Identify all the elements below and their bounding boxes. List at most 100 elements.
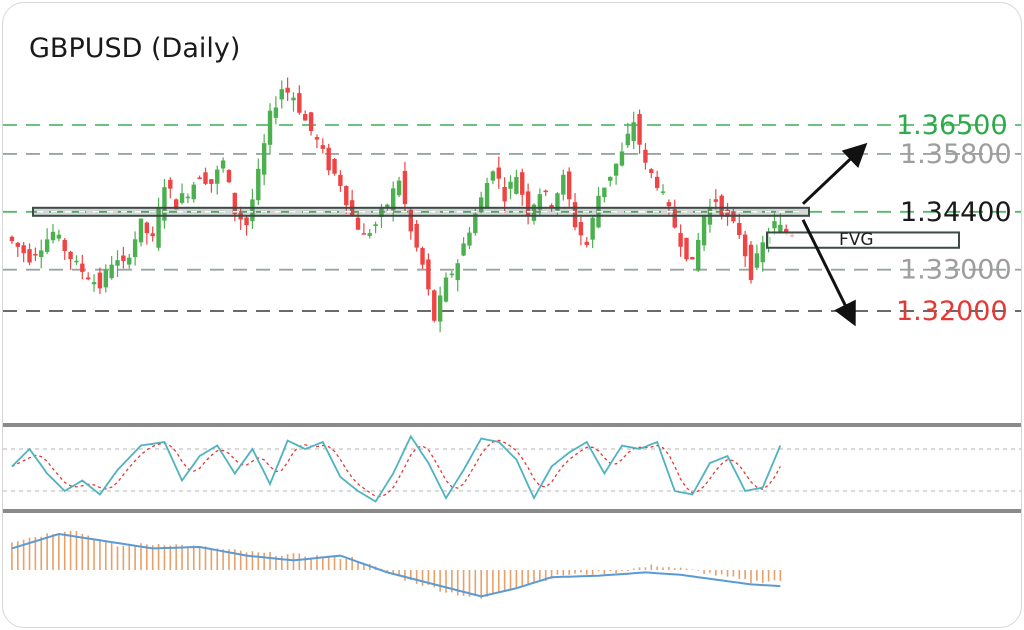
candle-body [267, 110, 273, 145]
candle-body [760, 242, 765, 263]
candle [109, 256, 114, 280]
candle-body [742, 234, 748, 257]
candle [338, 170, 343, 192]
candle-body [80, 263, 85, 272]
candle-body [396, 180, 402, 196]
stochastic-panel [3, 434, 1021, 503]
macd-line [11, 532, 781, 598]
candle-body [191, 184, 196, 200]
candle-body [50, 231, 56, 241]
candle [508, 175, 513, 200]
candle [437, 286, 443, 333]
candle [209, 179, 214, 193]
candle-body [660, 191, 666, 193]
candle [455, 259, 460, 292]
panel-separator-1 [3, 423, 1021, 427]
candle [484, 177, 490, 209]
candle [85, 272, 91, 281]
candle-body [326, 147, 331, 171]
candle [285, 77, 290, 101]
candle [15, 241, 20, 258]
candle [443, 272, 449, 303]
candle [561, 169, 566, 201]
candle-body [772, 221, 777, 229]
candle-body [666, 202, 672, 207]
candle-body [308, 112, 314, 132]
candle-body [625, 133, 631, 146]
level-lines [3, 124, 1021, 312]
candle [584, 236, 589, 248]
candle-body [672, 209, 677, 228]
candle-body [696, 239, 701, 271]
candle-body [338, 174, 343, 186]
candle [660, 184, 666, 195]
candle [367, 229, 372, 239]
candle-body [525, 191, 531, 217]
candle [56, 229, 62, 242]
candle [654, 170, 660, 191]
candle-body [478, 197, 484, 213]
candle-body [320, 145, 326, 149]
candle-body [543, 190, 548, 193]
candle-body [572, 202, 578, 228]
candle-body [297, 93, 302, 113]
level-label-2: 1.35800 [900, 139, 1012, 170]
candle [490, 170, 496, 185]
candle [590, 215, 595, 249]
candle-body [432, 290, 437, 321]
candle-body [215, 169, 220, 184]
candle [39, 239, 44, 269]
candle-body [197, 177, 202, 180]
level-label-5: 1.32000 [896, 296, 1008, 327]
candle [496, 156, 501, 189]
candle-body [250, 199, 255, 222]
candle-body [467, 232, 472, 246]
candle-body [127, 257, 132, 265]
candle [619, 142, 625, 167]
candle-body [754, 253, 760, 268]
candle [649, 168, 654, 179]
candle [80, 254, 85, 280]
candle-body [778, 224, 783, 233]
candle [267, 103, 273, 155]
candle-body [449, 273, 455, 276]
candle [420, 246, 425, 270]
candle-body [490, 171, 496, 181]
candle [520, 168, 525, 206]
candle-body [725, 209, 730, 217]
candle-body [203, 172, 208, 184]
candle [701, 215, 707, 252]
candle-body [508, 181, 513, 189]
candle-body [144, 222, 150, 234]
candle [308, 111, 314, 136]
candle [737, 213, 742, 239]
candle-body [162, 187, 167, 221]
level-labels: 1.36500 1.35800 1.34400 1.33000 1.32000 [896, 110, 1012, 327]
candle [426, 253, 431, 296]
candle-body [455, 263, 460, 281]
candle [68, 250, 73, 270]
candle [132, 231, 138, 266]
candle-body [115, 260, 120, 266]
candle-body [590, 217, 595, 240]
candle-body [408, 209, 413, 232]
candle-body [279, 89, 284, 100]
candle-body [649, 169, 654, 173]
candle-body [156, 208, 161, 248]
candle [572, 193, 578, 231]
macd-panel [11, 530, 782, 599]
candle [21, 241, 26, 263]
arrow-up [801, 142, 868, 205]
level-label-4: 1.33000 [900, 255, 1012, 286]
candle-body [473, 213, 478, 234]
candle [250, 188, 255, 230]
stoch-d-line [11, 439, 781, 498]
candle-body [719, 195, 724, 216]
candle [138, 218, 144, 247]
candle-body [414, 223, 419, 248]
chart-title: GBPUSD (Daily) [29, 33, 240, 64]
candle-body [784, 228, 789, 234]
candle-body [385, 204, 390, 209]
candle-body [33, 254, 38, 256]
candle [537, 188, 543, 216]
